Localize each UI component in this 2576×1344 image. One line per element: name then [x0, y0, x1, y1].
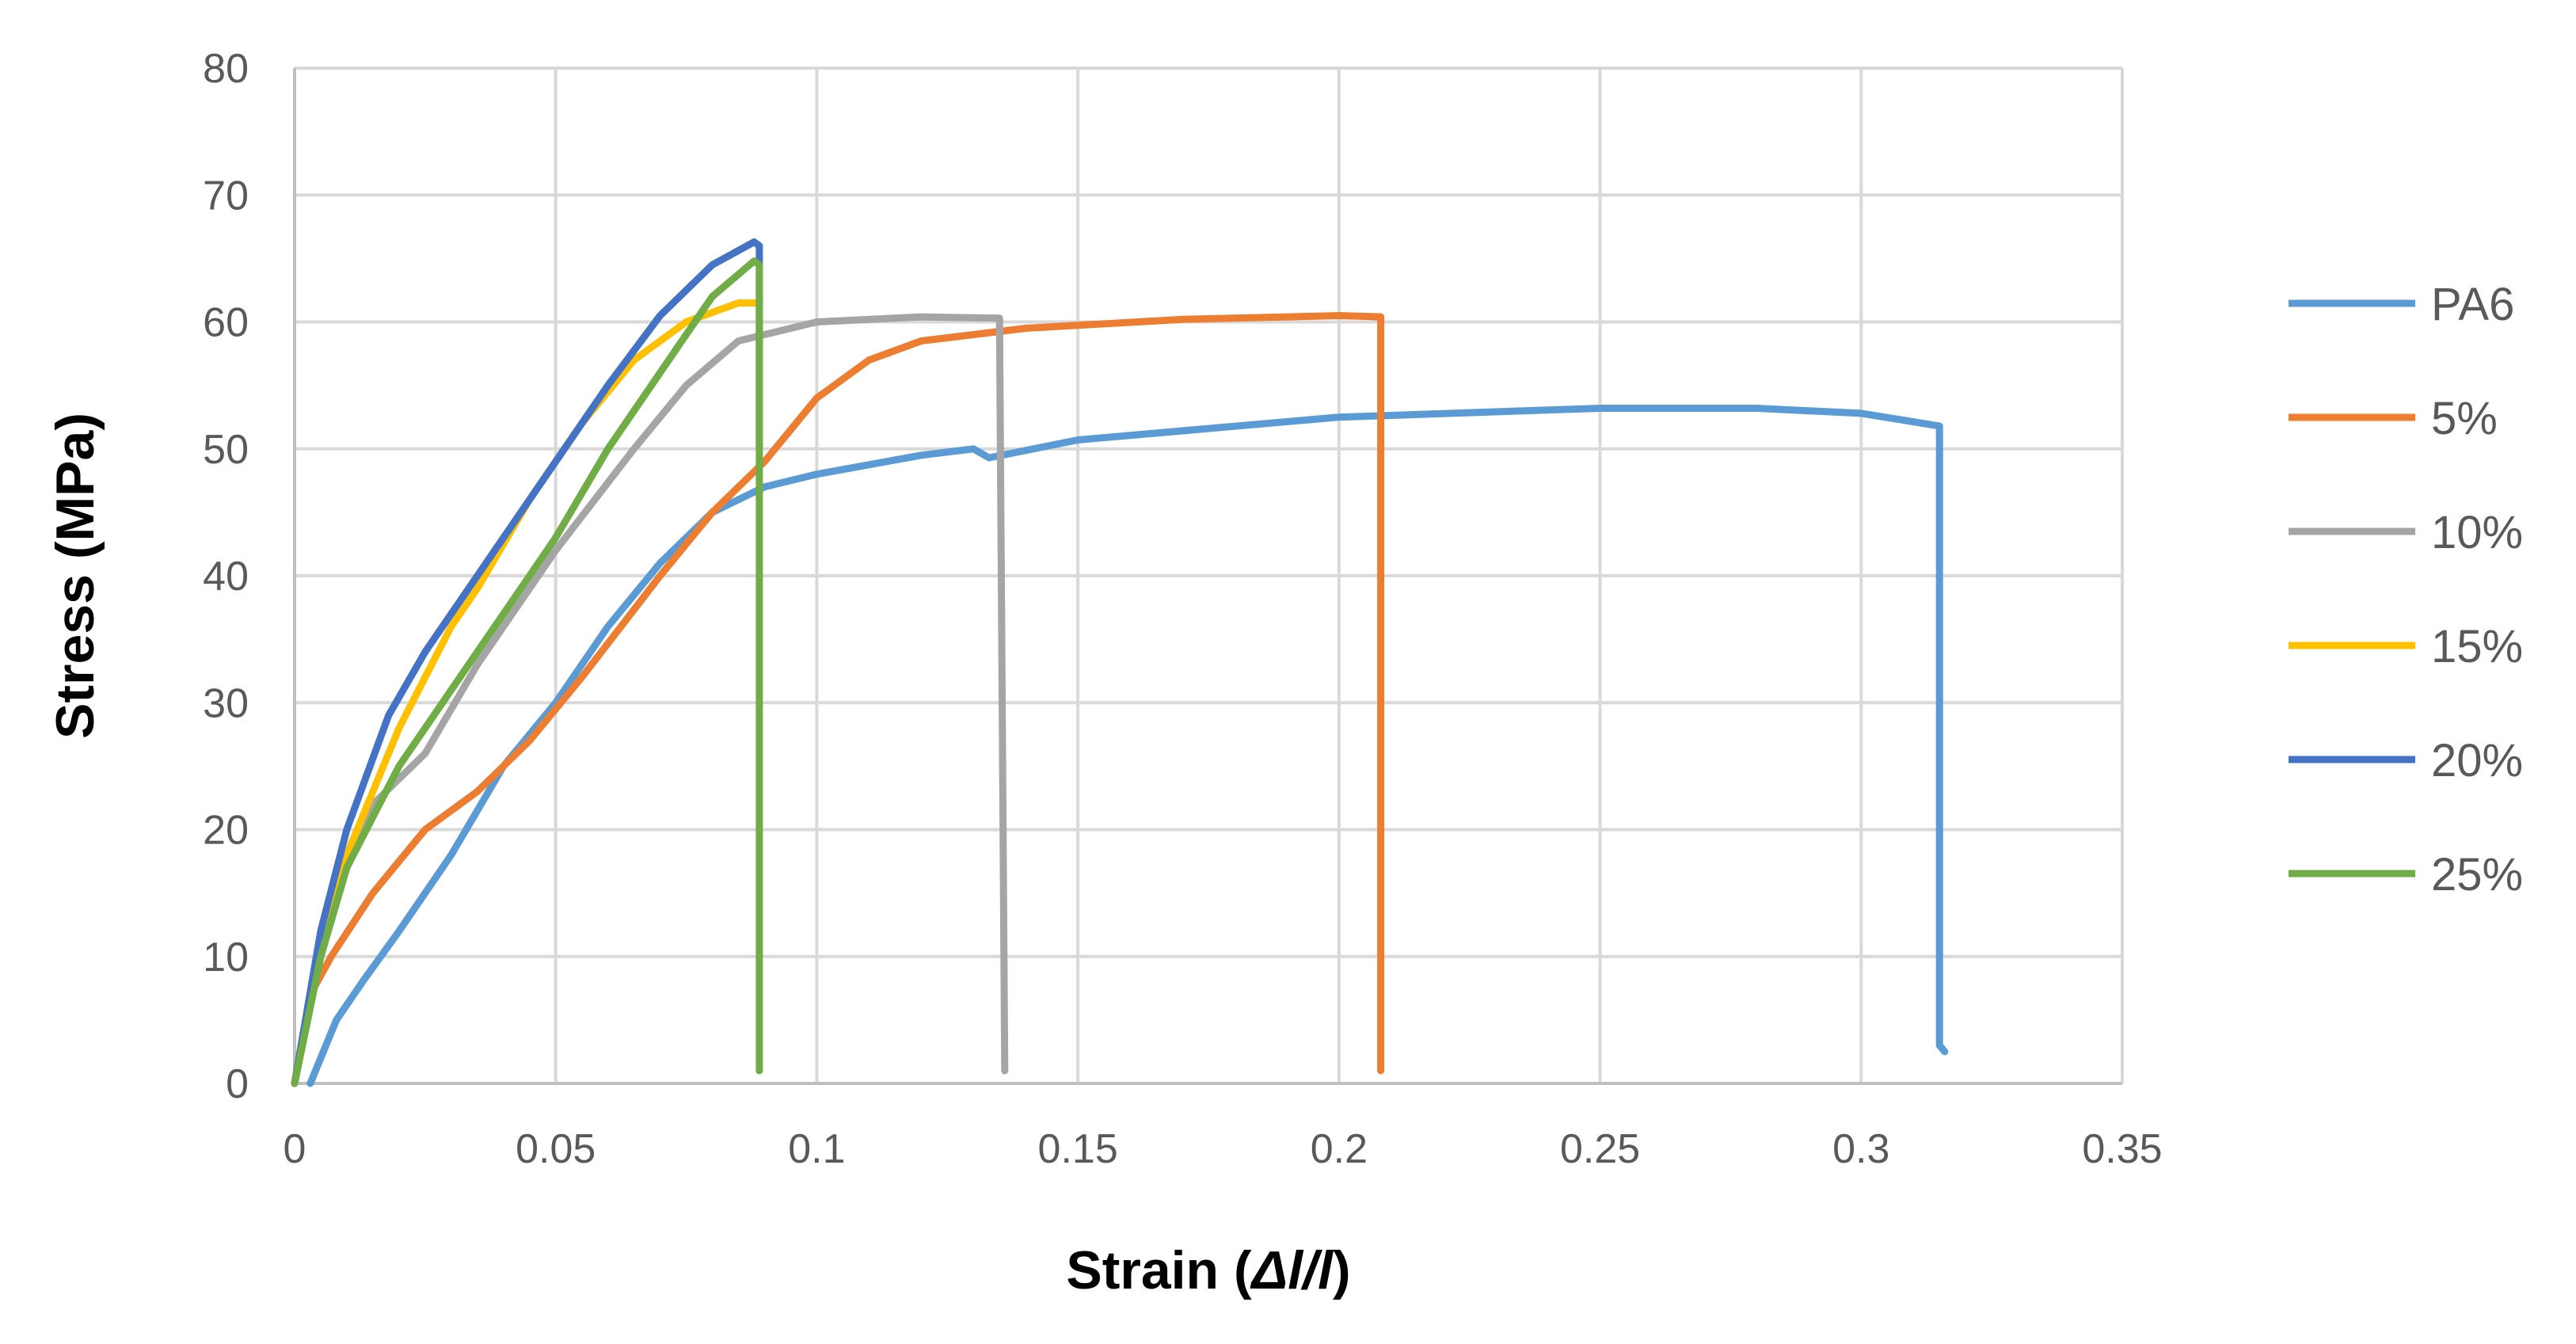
x-tick-label: 0.25: [1560, 1126, 1640, 1172]
series-line-5: [291, 238, 763, 1087]
y-tick-label: 10: [203, 935, 249, 980]
y-tick-label: 30: [203, 680, 249, 726]
y-tick-label: 80: [203, 46, 249, 92]
x-tick-label: 0.1: [788, 1126, 845, 1172]
y-tick-label: 0: [226, 1061, 249, 1107]
y-tick-label: 60: [203, 300, 249, 346]
legend-label: PA6: [2431, 279, 2514, 330]
x-tick-label: 0.3: [1832, 1126, 1889, 1172]
x-axis-title: Strain (Δl/l): [1066, 1240, 1350, 1300]
x-tick-label: 0.15: [1038, 1126, 1118, 1172]
y-axis-title: Stress (MPa): [45, 413, 105, 739]
y-tick-label: 70: [203, 173, 249, 219]
series-line-2: [291, 312, 1385, 1087]
x-tick-label: 0.2: [1311, 1126, 1368, 1172]
legend-label: 5%: [2431, 393, 2498, 444]
series-line-4: [291, 299, 763, 1087]
legend-label: 15%: [2431, 621, 2523, 672]
legend-label: 25%: [2431, 849, 2523, 900]
y-tick-label: 20: [203, 808, 249, 854]
legend-label: 10%: [2431, 507, 2523, 558]
series-line-6: [291, 257, 763, 1087]
x-tick-label: 0.05: [516, 1126, 595, 1172]
legend-label: 20%: [2431, 735, 2523, 786]
x-tick-label: 0.35: [2082, 1126, 2162, 1172]
y-tick-label: 50: [203, 427, 249, 473]
y-tick-label: 40: [203, 554, 249, 600]
series-line-1: [306, 405, 1949, 1087]
x-tick-label: 0: [283, 1126, 306, 1172]
